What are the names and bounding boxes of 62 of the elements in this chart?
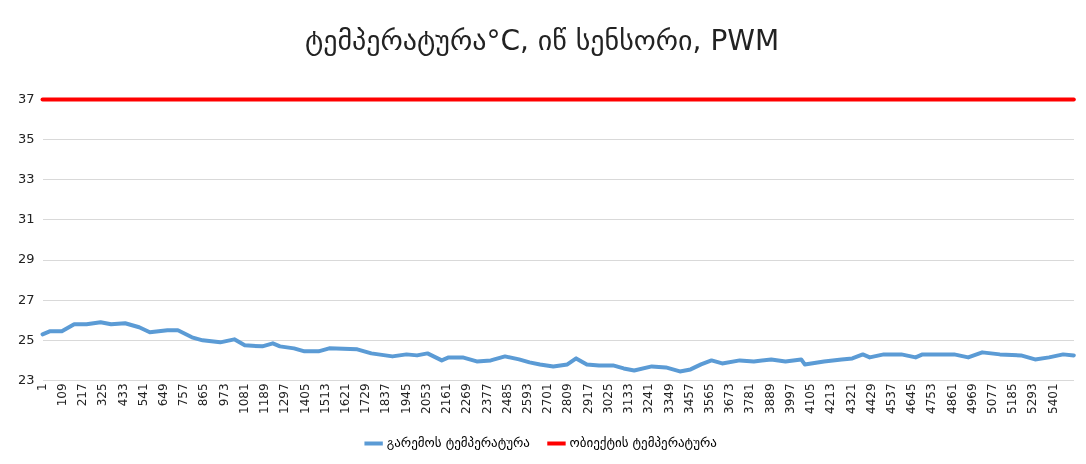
x-tick-label: 2053	[418, 383, 433, 415]
x-tick-label: 5401	[1045, 383, 1060, 415]
x-tick-label: 649	[155, 383, 170, 407]
x-tick-label: 2701	[540, 383, 555, 415]
x-tick-label: 2485	[499, 383, 514, 415]
x-tick-label: 3349	[661, 383, 676, 415]
y-tick-label: 35	[18, 131, 35, 147]
x-tick-label: 3997	[782, 383, 797, 415]
x-tick-label: 3241	[641, 383, 656, 415]
x-tick-label: 3025	[600, 383, 615, 415]
x-tick-label: 3565	[701, 383, 716, 415]
x-tick-label: 3781	[742, 383, 757, 415]
y-tick-label: 31	[18, 211, 35, 227]
x-tick-label: 1405	[297, 383, 312, 415]
x-tick-label: 2809	[560, 383, 575, 415]
x-tick-label: 1945	[398, 383, 413, 415]
x-tick-label: 1513	[317, 383, 332, 415]
y-tick-label: 27	[18, 291, 35, 307]
x-tick-label: 2161	[439, 383, 454, 415]
x-tick-label: 541	[135, 383, 150, 407]
x-tick-label: 4861	[944, 383, 959, 415]
x-tick-label: 217	[75, 383, 90, 407]
x-tick-label: 1729	[358, 383, 373, 415]
x-tick-label: 1081	[236, 383, 251, 415]
x-tick-label: 1621	[337, 383, 352, 415]
x-tick-label: 2593	[519, 383, 534, 415]
x-tick-label: 4645	[904, 383, 919, 415]
legend-label: ობიექტის ტემპერატურა	[569, 434, 717, 450]
x-tick-label: 433	[115, 383, 130, 407]
x-tick-label: 3673	[722, 383, 737, 415]
chart-title: ტემპერატურა°C, იწ სენსორი, PWM	[304, 24, 780, 58]
x-tick-label: 2377	[479, 383, 494, 415]
y-tick-label: 29	[18, 251, 35, 267]
x-tick-label: 4753	[924, 383, 939, 415]
x-tick-label: 3889	[762, 383, 777, 415]
y-tick-label: 33	[18, 171, 35, 187]
x-tick-label: 865	[196, 383, 211, 407]
x-tick-label: 1297	[277, 383, 292, 415]
x-tick-label: 4429	[863, 383, 878, 415]
x-tick-label: 4105	[803, 383, 818, 415]
x-tick-label: 5077	[985, 383, 1000, 415]
x-tick-label: 3457	[681, 383, 696, 415]
x-tick-label: 109	[54, 383, 69, 407]
x-tick-label: 757	[176, 383, 191, 407]
x-tick-label: 2269	[459, 383, 474, 415]
x-tick-label: 4537	[883, 383, 898, 415]
x-tick-label: 325	[95, 383, 110, 407]
x-tick-label: 4969	[964, 383, 979, 415]
x-tick-label: 4321	[843, 383, 858, 415]
legend-label: გარემოს ტემპერატურა	[386, 434, 530, 450]
x-tick-label: 5185	[1005, 383, 1020, 415]
x-tick-label: 973	[216, 383, 231, 407]
x-tick-label: 1	[34, 383, 49, 392]
x-tick-label: 3133	[621, 383, 636, 415]
x-tick-label: 1837	[378, 383, 393, 415]
y-tick-label: 23	[18, 371, 35, 387]
y-tick-label: 37	[18, 90, 35, 106]
x-tick-label: 1189	[257, 383, 272, 415]
x-tick-label: 2917	[580, 383, 595, 415]
y-tick-label: 25	[18, 331, 35, 347]
x-tick-label: 5293	[1025, 383, 1040, 415]
x-tick-label: 4213	[823, 383, 838, 415]
